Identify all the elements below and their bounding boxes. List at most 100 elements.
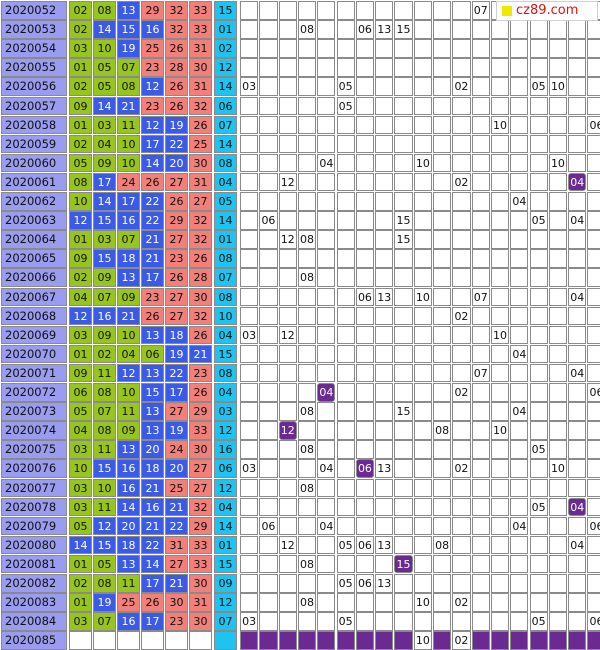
- trend-empty-cell: [587, 153, 600, 173]
- trend-empty-cell: [278, 478, 297, 498]
- trend-empty-cell: [548, 287, 568, 307]
- trend-empty-cell: [240, 115, 259, 135]
- trend-number-cell: 06: [355, 574, 375, 593]
- trend-empty-cell: [297, 516, 317, 536]
- red-ball-cell: 26: [189, 249, 212, 268]
- trend-empty-cell: [259, 459, 278, 478]
- trend-empty-cell: [297, 192, 317, 211]
- red-ball-cell: 03: [69, 612, 92, 631]
- trend-empty-cell: [375, 192, 394, 211]
- red-ball-cell: 02: [69, 574, 92, 593]
- red-ball-cell: 04: [93, 134, 116, 154]
- trend-empty-cell: [548, 497, 568, 517]
- red-ball-cell: 31: [189, 172, 212, 192]
- red-ball-cell: 21: [141, 249, 164, 268]
- red-ball-cell: 03: [69, 39, 92, 58]
- red-ball-cell: 30: [189, 153, 212, 173]
- period-cell: 2020055: [1, 58, 67, 77]
- period-cell: 2020061: [1, 172, 67, 192]
- trend-empty-cell: [394, 268, 413, 287]
- trend-empty-cell: [413, 554, 432, 574]
- blue-ball-cell: 08: [214, 153, 237, 173]
- red-ball-cell: 19: [165, 344, 188, 364]
- trend-number-cell: 10: [548, 459, 568, 478]
- trend-empty-cell: [471, 516, 490, 536]
- trend-empty-cell: [490, 134, 510, 154]
- red-ball-cell: 09: [69, 363, 92, 383]
- trend-empty-cell: [433, 497, 452, 517]
- trend-empty-cell: [529, 96, 548, 116]
- trend-empty-cell: [529, 383, 548, 402]
- trend-empty-cell: [529, 230, 548, 249]
- red-ball-cell: 10: [69, 459, 92, 478]
- trend-empty-cell: [490, 287, 510, 307]
- blue-ball-cell: 06: [214, 96, 237, 116]
- trend-number-cell: 04: [510, 516, 529, 536]
- trend-empty-cell: [548, 96, 568, 116]
- trend-number-cell: 05: [529, 440, 548, 459]
- trend-empty-cell: [375, 402, 394, 421]
- red-ball-cell: 04: [117, 344, 140, 364]
- period-cell: 2020072: [1, 383, 67, 402]
- trend-empty-cell: [278, 383, 297, 402]
- trend-empty-cell: [317, 39, 336, 58]
- red-ball-cell: 18: [165, 325, 188, 345]
- trend-empty-cell: [510, 230, 529, 249]
- trend-empty-cell: [490, 268, 510, 287]
- site-brand[interactable]: cz89.com: [496, 1, 598, 21]
- red-ball-cell: 17: [93, 172, 116, 192]
- trend-empty-cell: [317, 593, 336, 612]
- red-ball-cell: 14: [69, 535, 92, 555]
- trend-empty-cell: [278, 192, 297, 211]
- pending-ball-cell: [165, 631, 188, 650]
- trend-empty-cell: [355, 39, 375, 58]
- trend-empty-cell: [548, 39, 568, 58]
- trend-number-cell: 12: [278, 325, 297, 345]
- red-ball-cell: 28: [189, 268, 212, 287]
- trend-empty-cell: [259, 287, 278, 307]
- trend-empty-cell: [587, 96, 600, 116]
- trend-number-cell: 08: [433, 421, 452, 440]
- trend-empty-cell: [240, 344, 259, 364]
- trend-empty-cell: [413, 325, 432, 345]
- trend-empty-cell: [529, 172, 548, 192]
- blue-ball-cell: 05: [214, 192, 237, 211]
- trend-empty-cell: [278, 554, 297, 574]
- trend-empty-cell: [587, 211, 600, 230]
- trend-empty-cell: [355, 325, 375, 345]
- trend-empty-cell: [259, 478, 278, 498]
- red-ball-cell: 14: [93, 96, 116, 116]
- trend-number-cell: 10: [490, 325, 510, 345]
- trend-empty-cell: [490, 153, 510, 173]
- trend-empty-cell: [471, 192, 490, 211]
- trend-empty-cell: [587, 459, 600, 478]
- blue-ball-cell: 12: [214, 58, 237, 77]
- trend-number-cell: 02: [452, 306, 471, 326]
- red-ball-cell: 14: [141, 554, 164, 574]
- trend-empty-cell: [587, 39, 600, 58]
- red-ball-cell: 13: [141, 421, 164, 440]
- red-ball-cell: 10: [117, 153, 140, 173]
- trend-empty-cell: [490, 535, 510, 555]
- trend-empty-cell: [433, 153, 452, 173]
- trend-empty-cell: [452, 230, 471, 249]
- trend-empty-cell: [548, 115, 568, 135]
- trend-empty-cell: [587, 363, 600, 383]
- trend-empty-cell: [529, 115, 548, 135]
- red-ball-cell: 13: [141, 325, 164, 345]
- trend-empty-cell: [413, 459, 432, 478]
- red-ball-cell: 21: [165, 497, 188, 517]
- trend-number-cell: 13: [375, 459, 394, 478]
- trend-empty-cell: [587, 344, 600, 364]
- trend-empty-cell: [529, 478, 548, 498]
- trend-empty-cell: [471, 134, 490, 154]
- trend-empty-cell: [548, 172, 568, 192]
- pending-ball-cell: [141, 631, 164, 650]
- trend-empty-cell: [510, 153, 529, 173]
- trend-empty-cell: [336, 268, 355, 287]
- trend-empty-cell: [336, 287, 355, 307]
- trend-empty-cell: [317, 1, 336, 20]
- red-ball-cell: 24: [117, 172, 140, 192]
- trend-empty-cell: [490, 77, 510, 96]
- trend-empty-cell: [471, 593, 490, 612]
